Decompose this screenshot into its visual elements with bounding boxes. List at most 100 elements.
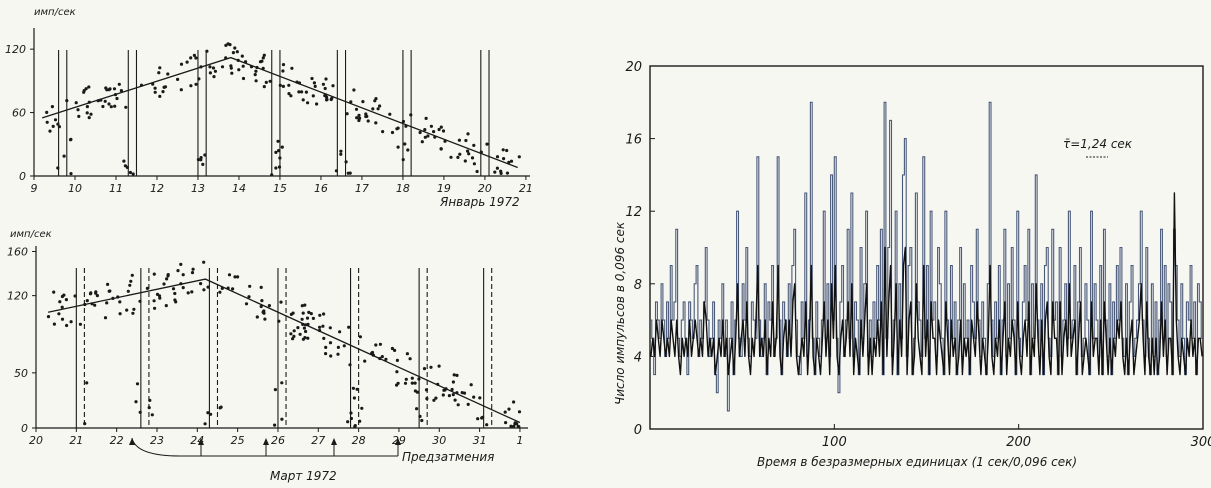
chart2-point: [378, 342, 382, 346]
chart1-point: [158, 66, 162, 70]
chart1-point: [124, 105, 128, 109]
chart1-xtick-label: 20: [478, 182, 492, 195]
chart3-xtick-label: 300: [1191, 435, 1211, 450]
chart2-point: [58, 300, 62, 304]
chart1-point: [418, 130, 422, 135]
chart1-point: [466, 149, 470, 153]
chart1-point: [423, 128, 427, 132]
chart1-point: [505, 171, 510, 175]
chart1-y-unit-label: имп/сек: [34, 7, 76, 18]
chart1-xtick-label: 10: [68, 182, 82, 195]
chart1-point: [84, 87, 88, 91]
chart1-point: [501, 148, 505, 152]
chart2-point: [351, 386, 355, 390]
chart2-point: [85, 381, 89, 385]
chart1-point: [365, 114, 369, 118]
chart1-xtick-label: 9: [31, 182, 38, 195]
chart2-point: [105, 301, 109, 305]
chart2-y-ticks: 0 50 120 160: [7, 246, 36, 435]
chart1-points: [45, 42, 521, 177]
chart2-point: [318, 313, 322, 317]
chart1-point: [321, 82, 325, 86]
chart1-point: [467, 152, 471, 156]
chart1-point: [51, 124, 55, 128]
chart2-xtick-label: 1: [516, 434, 523, 447]
chart2-point: [309, 312, 313, 316]
chart2-arrow-1: [129, 438, 135, 445]
chart1-point: [274, 166, 278, 170]
chart1-point: [437, 127, 441, 132]
chart1-point: [176, 77, 180, 81]
chart1-point: [109, 105, 113, 109]
chart2-point: [415, 390, 420, 394]
chart1-point: [87, 116, 91, 120]
chart1-point: [472, 143, 476, 147]
chart2-point: [324, 352, 328, 356]
chart1-point: [208, 71, 212, 75]
chart2-point: [64, 298, 68, 302]
chart2-point: [504, 421, 508, 425]
chart2-point: [166, 274, 170, 278]
chart2-point: [355, 387, 359, 391]
chart2-point: [158, 296, 162, 300]
chart2-point: [349, 411, 353, 415]
chart2-point: [103, 316, 108, 320]
chart2-point: [259, 285, 263, 289]
chart2-point: [511, 400, 516, 404]
chart1-point: [374, 121, 378, 125]
chart1-point: [517, 155, 521, 159]
chart1-point: [329, 97, 333, 102]
chart1-point: [281, 63, 286, 67]
chart1-xtick-label: 16: [314, 182, 328, 195]
chart1-point: [281, 69, 285, 73]
chart2-point: [132, 307, 136, 311]
chart2-point: [437, 364, 441, 368]
chart1-point: [472, 162, 476, 166]
chart2-point: [280, 417, 284, 421]
chart1-point: [278, 156, 282, 160]
chart1-point: [374, 97, 378, 101]
chart1-point: [311, 94, 315, 98]
chart2-point: [219, 405, 223, 409]
chart1-point: [424, 116, 428, 120]
chart1-point: [196, 158, 200, 162]
chart1-point: [499, 171, 503, 175]
chart1-point: [85, 111, 89, 115]
chart2-point: [186, 291, 190, 295]
chart2-point: [291, 337, 295, 341]
chart2-point: [404, 377, 408, 381]
chart1-point: [119, 89, 123, 93]
chart1-point: [301, 98, 305, 102]
chart2-point: [466, 402, 470, 406]
chart2-point: [363, 359, 367, 363]
chart2-point: [233, 275, 237, 279]
chart2-point: [148, 398, 152, 402]
chart2-point: [78, 322, 82, 326]
chart2-point: [244, 302, 249, 306]
pulse-count-chart: 0 4 8 12 16 20 100 200 300 Число импульсов в 0,…: [613, 60, 1211, 469]
chart2-point: [306, 336, 310, 340]
chart1-point: [254, 69, 258, 73]
chart1-point: [224, 43, 228, 48]
chart1-point: [304, 90, 308, 94]
chart1-point: [270, 173, 274, 177]
chart1-point: [213, 69, 217, 73]
chart3-ytick-label: 8: [634, 278, 642, 293]
chart1-point: [432, 130, 436, 134]
chart1-point: [388, 112, 392, 116]
chart2-point: [289, 312, 293, 316]
chart2-xtick-label: 26: [271, 434, 285, 447]
chart1-point: [409, 113, 413, 117]
chart2-point: [403, 381, 408, 385]
chart2-point: [476, 417, 480, 421]
chart2-ytick-label: 50: [14, 367, 28, 380]
chart2-point: [516, 424, 520, 428]
chart1-point: [194, 82, 198, 86]
chart1-point: [313, 84, 317, 88]
chart2-point: [384, 357, 388, 361]
chart2-arrow-5: [395, 438, 401, 445]
chart2-point: [456, 403, 460, 407]
chart2-point: [279, 300, 283, 304]
chart2-point: [304, 329, 308, 334]
chart2-point: [300, 304, 304, 308]
